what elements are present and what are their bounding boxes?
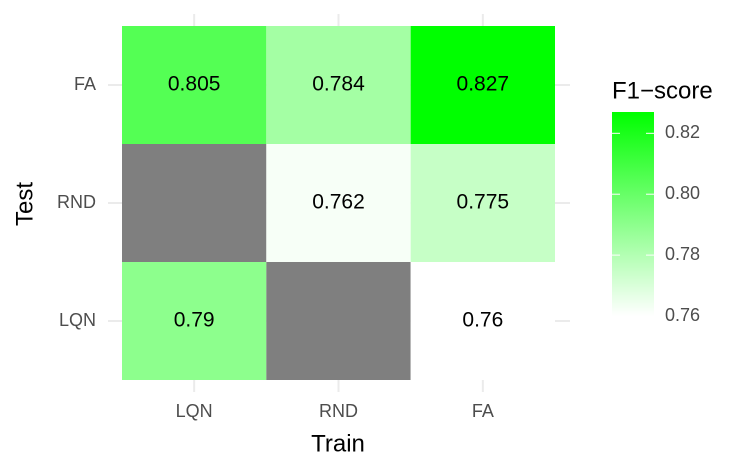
- colorbar-tick-label: 0.76: [665, 305, 700, 325]
- y-tick-label: FA: [74, 74, 96, 94]
- heatmap-cell: [410, 144, 555, 262]
- cell-label: 0.762: [312, 191, 365, 214]
- heatmap-cell: [266, 26, 411, 144]
- x-tick-label: LQN: [176, 401, 213, 421]
- heatmap-cell: [266, 144, 411, 262]
- heatmap-cell: [410, 262, 555, 380]
- heatmap-cell: [266, 262, 411, 380]
- heatmap-cell: [410, 26, 555, 144]
- x-tick-label: RND: [319, 401, 358, 421]
- heatmap-cell: [122, 26, 267, 144]
- colorbar-tick-label: 0.78: [665, 244, 700, 264]
- cell-label: 0.775: [457, 191, 510, 214]
- x-axis-title: Train: [311, 430, 365, 457]
- y-axis-title: Test: [11, 182, 38, 226]
- cell-label: 0.784: [312, 73, 365, 96]
- heatmap-cell: [122, 262, 267, 380]
- cell-label: 0.79: [174, 309, 215, 332]
- y-tick-label: LQN: [59, 310, 96, 330]
- colorbar: [612, 112, 654, 316]
- colorbar-tick-label: 0.80: [665, 183, 700, 203]
- cell-label: 0.805: [168, 73, 221, 96]
- legend-title: F1−score: [612, 77, 713, 104]
- x-tick-label: FA: [472, 401, 494, 421]
- heatmap-cell: [122, 144, 267, 262]
- colorbar-tick-label: 0.82: [665, 122, 700, 142]
- cell-label: 0.76: [462, 309, 503, 332]
- cell-label: 0.827: [457, 73, 510, 96]
- y-tick-label: RND: [57, 192, 96, 212]
